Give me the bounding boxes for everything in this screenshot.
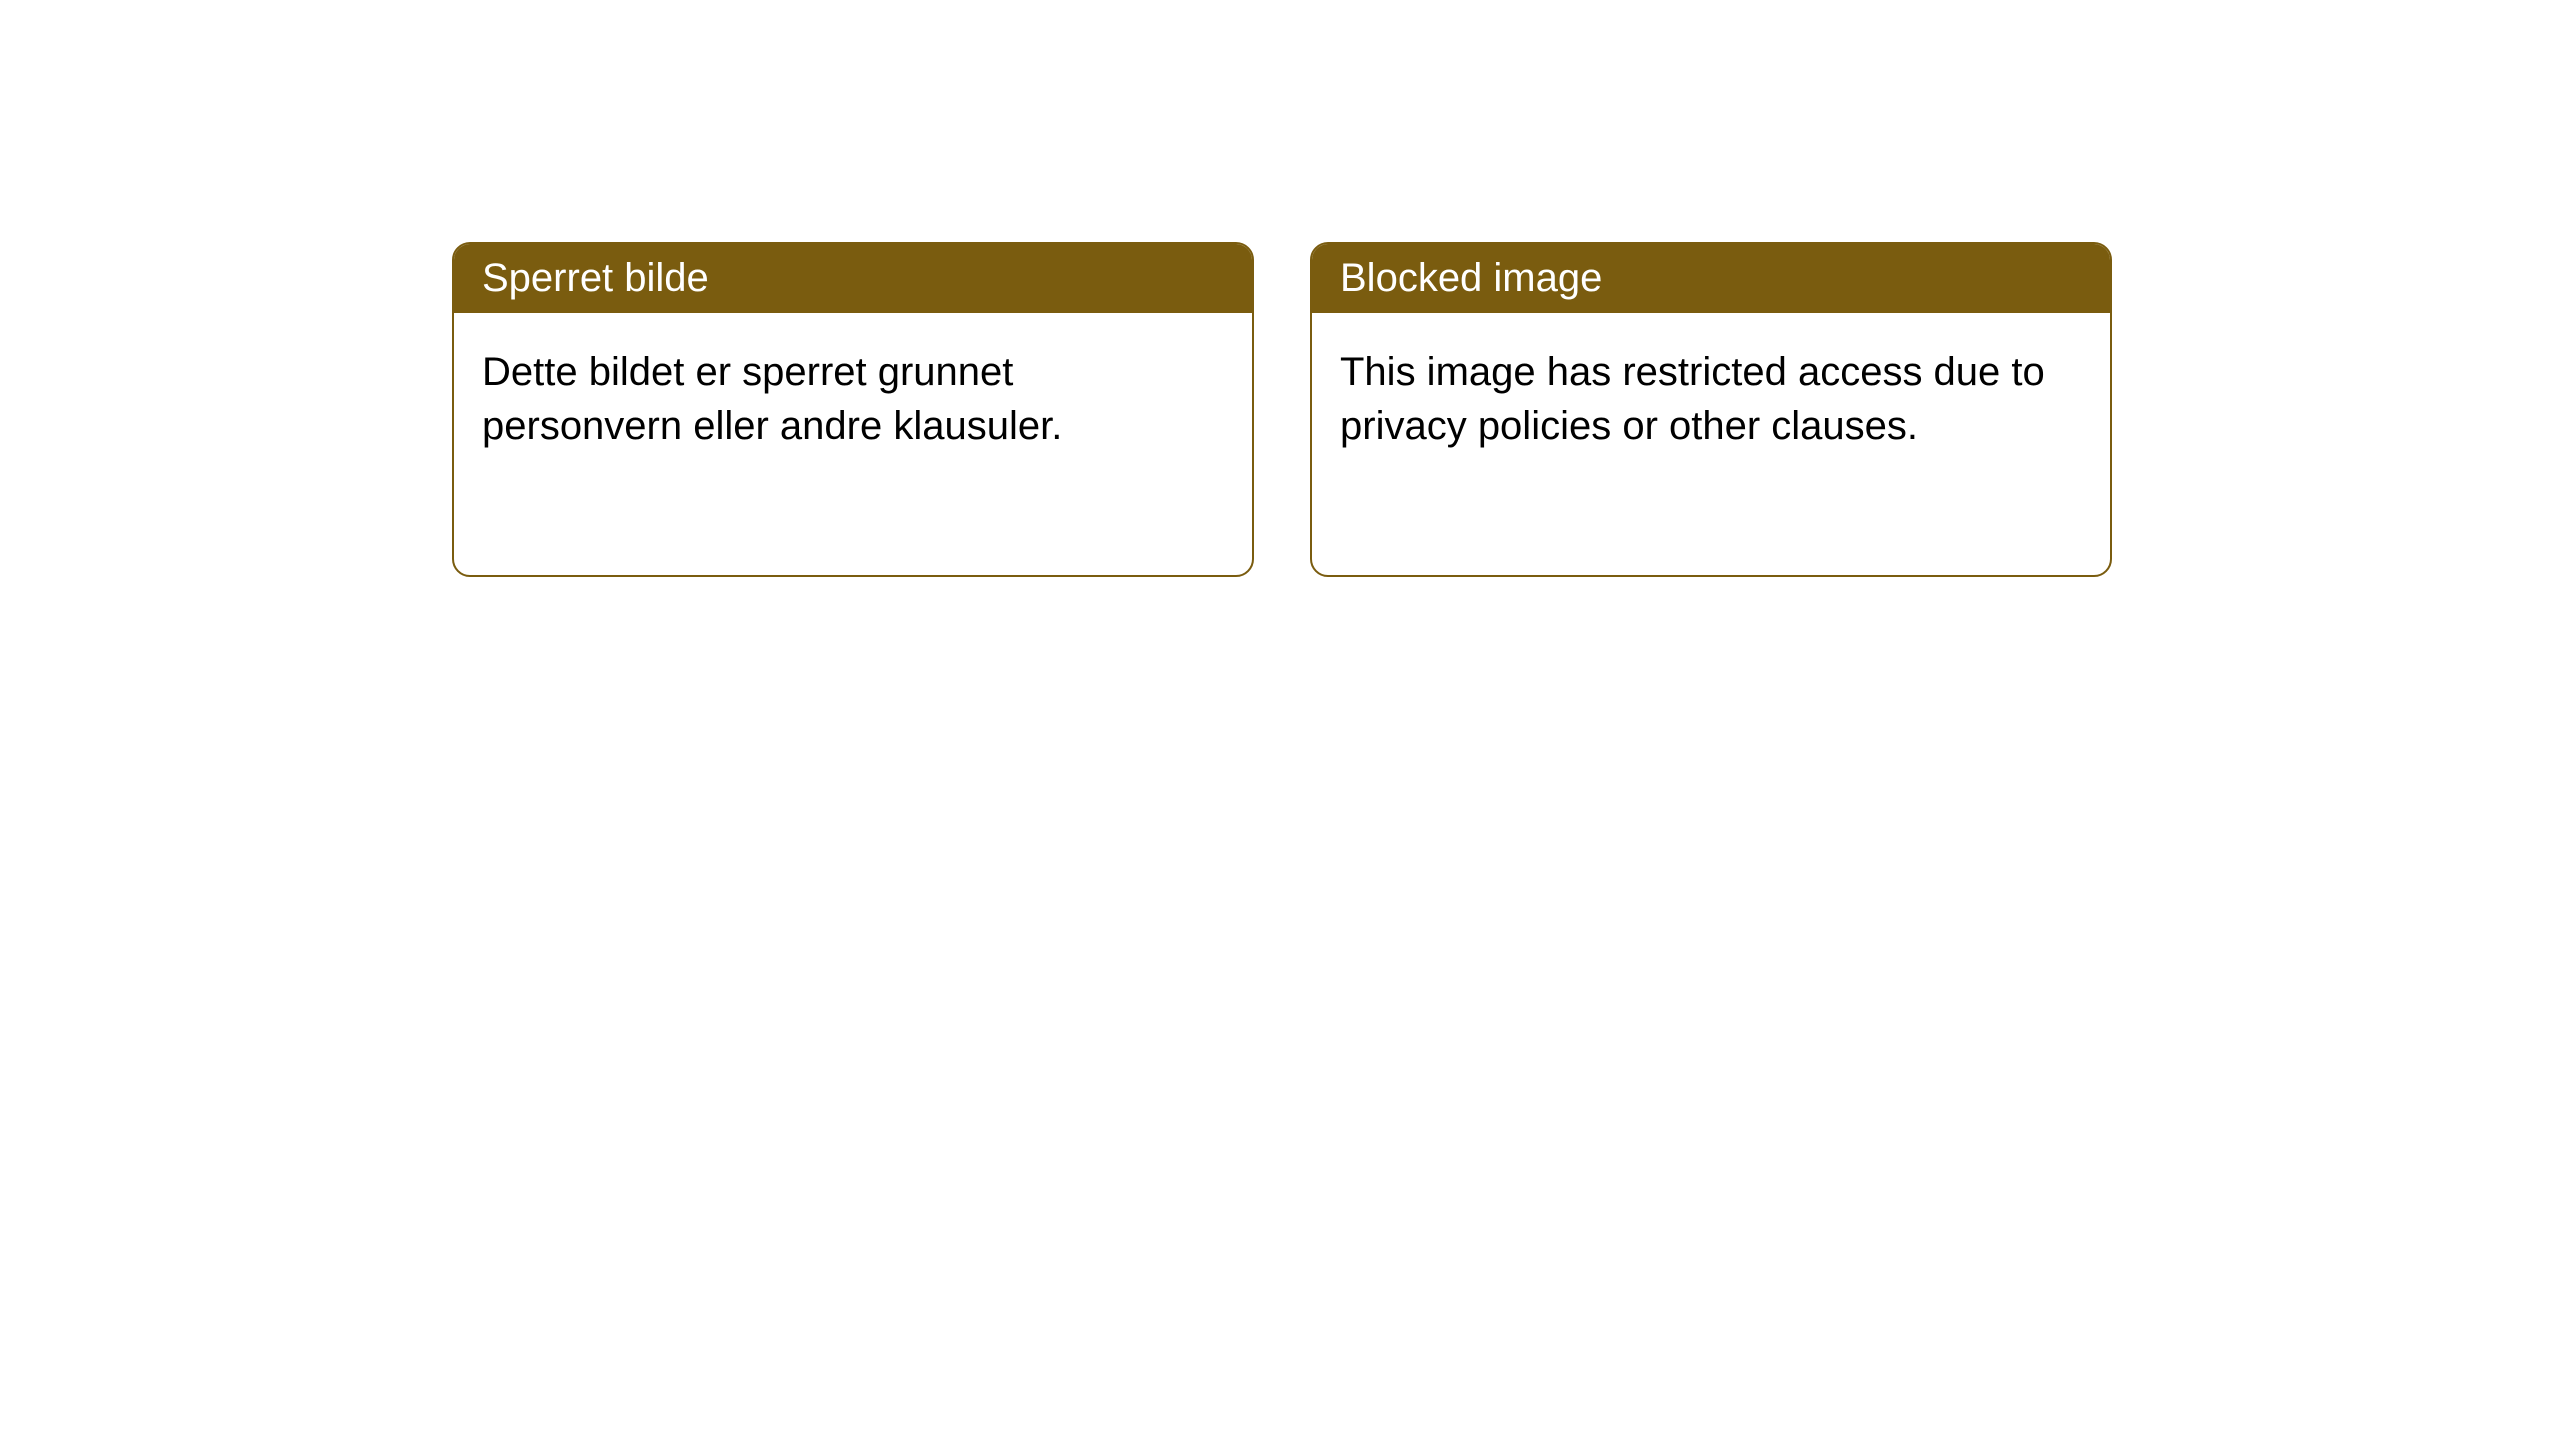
- notice-card-norwegian: Sperret bilde Dette bildet er sperret gr…: [452, 242, 1254, 577]
- notice-container: Sperret bilde Dette bildet er sperret gr…: [0, 0, 2560, 577]
- notice-header-norwegian: Sperret bilde: [454, 244, 1252, 313]
- notice-body-norwegian: Dette bildet er sperret grunnet personve…: [454, 313, 1252, 485]
- notice-card-english: Blocked image This image has restricted …: [1310, 242, 2112, 577]
- notice-body-english: This image has restricted access due to …: [1312, 313, 2110, 485]
- notice-header-english: Blocked image: [1312, 244, 2110, 313]
